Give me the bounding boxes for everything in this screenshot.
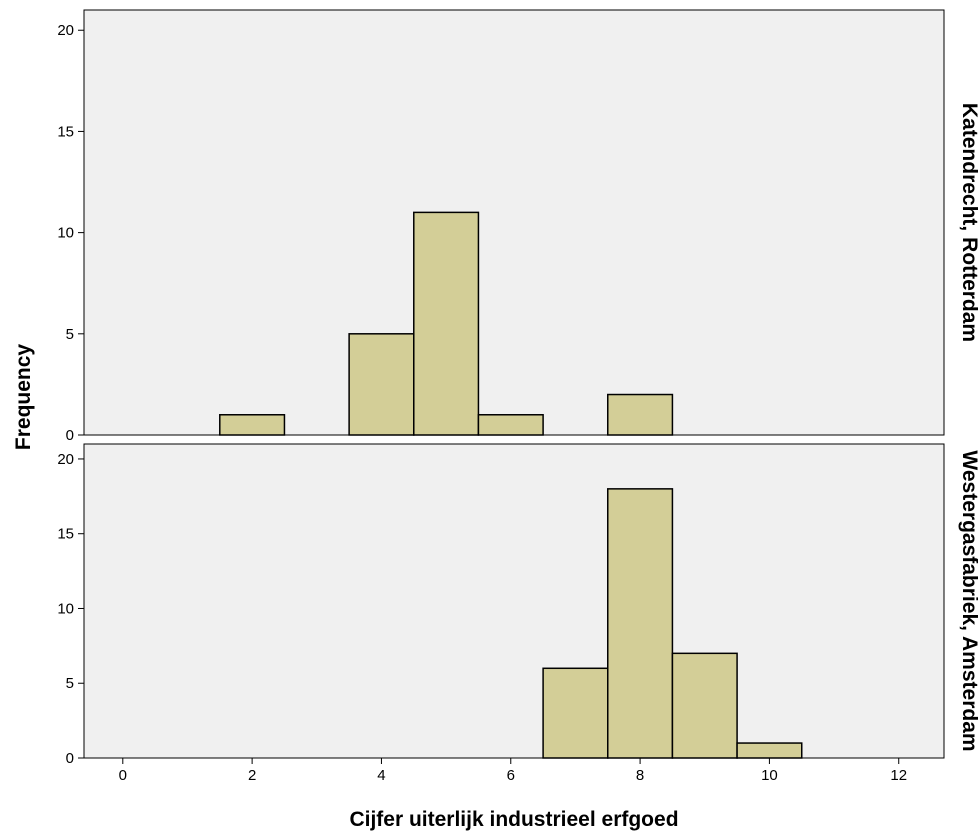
y-tick-label: 5: [66, 326, 74, 343]
x-tick-label: 10: [761, 767, 778, 784]
panel-title: Westergasfabriek, Amsterdam: [958, 450, 978, 751]
histogram-bar: [477, 414, 544, 436]
y-axis-title: Frequency: [12, 344, 35, 451]
x-tick-label: 8: [636, 767, 644, 784]
histogram-bar: [607, 393, 674, 436]
histogram-bar: [736, 742, 803, 759]
y-tick-label: 15: [57, 123, 74, 140]
x-tick-label: 6: [507, 767, 515, 784]
panel-title: Katendrecht, Rotterdam: [958, 103, 978, 342]
y-tick-label: 10: [57, 225, 74, 242]
histogram-bar: [219, 414, 286, 436]
y-tick-label: 10: [57, 600, 74, 617]
panel-1: 0 5 10 15 20 Katendrecht, Rotterdam: [57, 9, 978, 444]
y-tick-label: 20: [57, 451, 74, 468]
y-tick-label: 15: [57, 526, 74, 543]
y-tick-label: 5: [66, 675, 74, 692]
histogram-bar: [671, 652, 738, 759]
x-tick-label: 0: [119, 767, 127, 784]
histogram-bar: [348, 333, 415, 436]
plot-area: [83, 9, 945, 436]
x-tick-label: 12: [890, 767, 907, 784]
x-tick-label: 4: [377, 767, 385, 784]
x-axis-title: Cijfer uiterlijk industrieel erfgoed: [349, 808, 678, 831]
plot-area: [83, 443, 945, 759]
y-tick-label: 0: [66, 427, 74, 444]
y-tick-label: 0: [66, 750, 74, 767]
histogram-bar: [413, 211, 480, 436]
histogram-bar: [607, 488, 674, 759]
y-tick-label: 20: [57, 22, 74, 39]
panel-2: 0 5 10 15 20 Westergasfabriek, Amsterdam: [57, 443, 978, 767]
x-tick-label: 2: [248, 767, 256, 784]
histogram-bar: [542, 667, 609, 759]
